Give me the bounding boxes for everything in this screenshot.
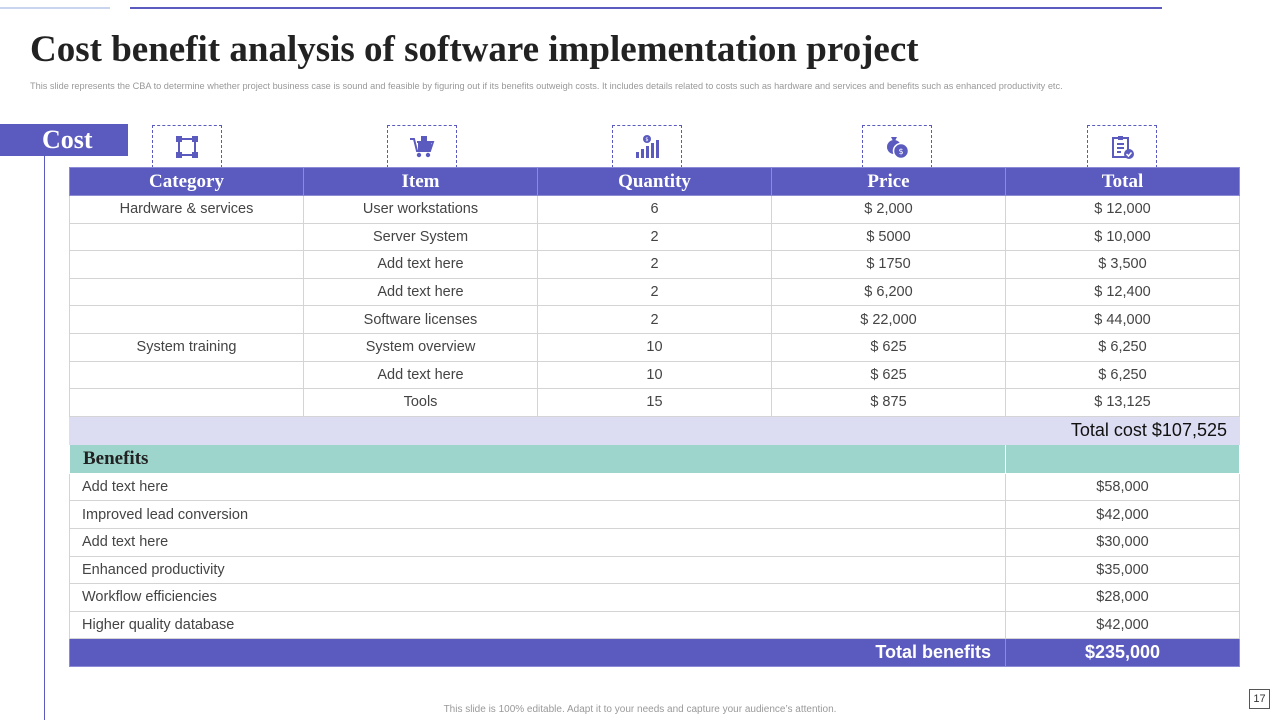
benefit-value: $35,000: [1005, 555, 1240, 585]
cell-price: $ 625: [771, 332, 1006, 362]
total-benefits-label: Total benefits: [69, 638, 1006, 668]
network-icon: [152, 125, 222, 168]
cell-quantity: 15: [537, 388, 772, 417]
cell-price: $ 6,200: [771, 277, 1006, 307]
cost-section-tab: Cost: [0, 124, 128, 156]
header-category: Category: [69, 167, 304, 196]
cell-item: Add text here: [303, 277, 538, 307]
slide-subtitle: This slide represents the CBA to determi…: [30, 81, 1063, 91]
benefit-value: $58,000: [1005, 472, 1240, 502]
cell-total: $ 6,250: [1005, 360, 1240, 390]
benefit-label: Add text here: [69, 527, 1006, 557]
benefit-value: $42,000: [1005, 500, 1240, 529]
benefits-heading: Benefits: [69, 443, 1006, 474]
table-row: Server System 2 $ 5000 $ 10,000: [69, 222, 1240, 252]
cell-item: Add text here: [303, 360, 538, 390]
benefit-label: Improved lead conversion: [69, 500, 1006, 529]
cell-quantity: 10: [537, 332, 772, 362]
cell-price: $ 5000: [771, 222, 1006, 252]
cell-quantity: 2: [537, 222, 772, 252]
total-cost-row: Total cost $107,525: [69, 415, 1240, 445]
cell-quantity: 2: [537, 250, 772, 279]
cell-category: Hardware & services: [69, 195, 304, 224]
benefit-row: Higher quality database $42,000: [69, 610, 1240, 640]
benefit-row: Add text here $30,000: [69, 527, 1240, 557]
cell-price: $ 625: [771, 360, 1006, 390]
cell-price: $ 1750: [771, 250, 1006, 279]
cell-total: $ 6,250: [1005, 332, 1240, 362]
total-cost: Total cost $107,525: [69, 415, 1240, 445]
table-row: Add text here 2 $ 1750 $ 3,500: [69, 250, 1240, 279]
header-total: Total: [1005, 167, 1240, 196]
cell-category: [69, 277, 304, 307]
cell-item: Add text here: [303, 250, 538, 279]
slide-title: Cost benefit analysis of software implem…: [30, 29, 919, 70]
cell-total: $ 10,000: [1005, 222, 1240, 252]
header-price: Price: [771, 167, 1006, 196]
growth-chart-icon: $: [612, 125, 682, 168]
table-row: Hardware & services User workstations 6 …: [69, 195, 1240, 224]
table-row: System training System overview 10 $ 625…: [69, 332, 1240, 362]
cart-icon: [387, 125, 457, 168]
header-item: Item: [303, 167, 538, 196]
benefit-row: Add text here $58,000: [69, 472, 1240, 502]
total-benefits-row: Total benefits $235,000: [69, 638, 1240, 668]
cell-category: [69, 360, 304, 390]
cell-category: [69, 305, 304, 334]
benefit-label: Workflow efficiencies: [69, 583, 1006, 612]
cell-total: $ 3,500: [1005, 250, 1240, 279]
benefit-row: Enhanced productivity $35,000: [69, 555, 1240, 585]
top-accent-line: [130, 7, 1162, 9]
money-bag-icon: $: [862, 125, 932, 168]
cell-category: [69, 250, 304, 279]
benefit-value: $30,000: [1005, 527, 1240, 557]
cell-item: Server System: [303, 222, 538, 252]
cell-item: Tools: [303, 388, 538, 417]
cell-category: System training: [69, 332, 304, 362]
table-row: Software licenses 2 $ 22,000 $ 44,000: [69, 305, 1240, 334]
clipboard-check-icon: [1087, 125, 1157, 168]
benefit-value: $42,000: [1005, 610, 1240, 640]
header-quantity: Quantity: [537, 167, 772, 196]
cell-item: System overview: [303, 332, 538, 362]
cell-quantity: 6: [537, 195, 772, 224]
svg-text:$: $: [645, 137, 648, 143]
page-number: 17: [1249, 689, 1270, 709]
benefit-label: Higher quality database: [69, 610, 1006, 640]
cell-price: $ 875: [771, 388, 1006, 417]
cell-category: [69, 388, 304, 417]
cell-price: $ 2,000: [771, 195, 1006, 224]
benefits-header-empty: [1005, 443, 1240, 474]
cell-price: $ 22,000: [771, 305, 1006, 334]
table-header-row: Category Item Quantity Price Total: [69, 167, 1240, 196]
benefit-row: Workflow efficiencies $28,000: [69, 583, 1240, 612]
table-row: Add text here 10 $ 625 $ 6,250: [69, 360, 1240, 390]
cell-total: $ 13,125: [1005, 388, 1240, 417]
benefit-row: Improved lead conversion $42,000: [69, 500, 1240, 529]
benefit-label: Enhanced productivity: [69, 555, 1006, 585]
table-row: Tools 15 $ 875 $ 13,125: [69, 388, 1240, 417]
cell-total: $ 44,000: [1005, 305, 1240, 334]
benefit-label: Add text here: [69, 472, 1006, 502]
cell-total: $ 12,400: [1005, 277, 1240, 307]
top-accent-line-light: [0, 7, 110, 9]
benefits-header-row: Benefits: [69, 443, 1240, 474]
section-vertical-line: [44, 156, 45, 720]
cell-total: $ 12,000: [1005, 195, 1240, 224]
cell-quantity: 2: [537, 305, 772, 334]
cell-item: User workstations: [303, 195, 538, 224]
benefit-value: $28,000: [1005, 583, 1240, 612]
cost-benefit-table: Category Item Quantity Price Total Hardw…: [69, 167, 1240, 668]
footer-note: This slide is 100% editable. Adapt it to…: [443, 704, 837, 715]
cell-category: [69, 222, 304, 252]
cell-quantity: 2: [537, 277, 772, 307]
cell-item: Software licenses: [303, 305, 538, 334]
cost-section-label: Cost: [42, 125, 93, 154]
svg-text:$: $: [898, 147, 903, 156]
total-benefits-value: $235,000: [1005, 638, 1240, 668]
table-row: Add text here 2 $ 6,200 $ 12,400: [69, 277, 1240, 307]
cell-quantity: 10: [537, 360, 772, 390]
